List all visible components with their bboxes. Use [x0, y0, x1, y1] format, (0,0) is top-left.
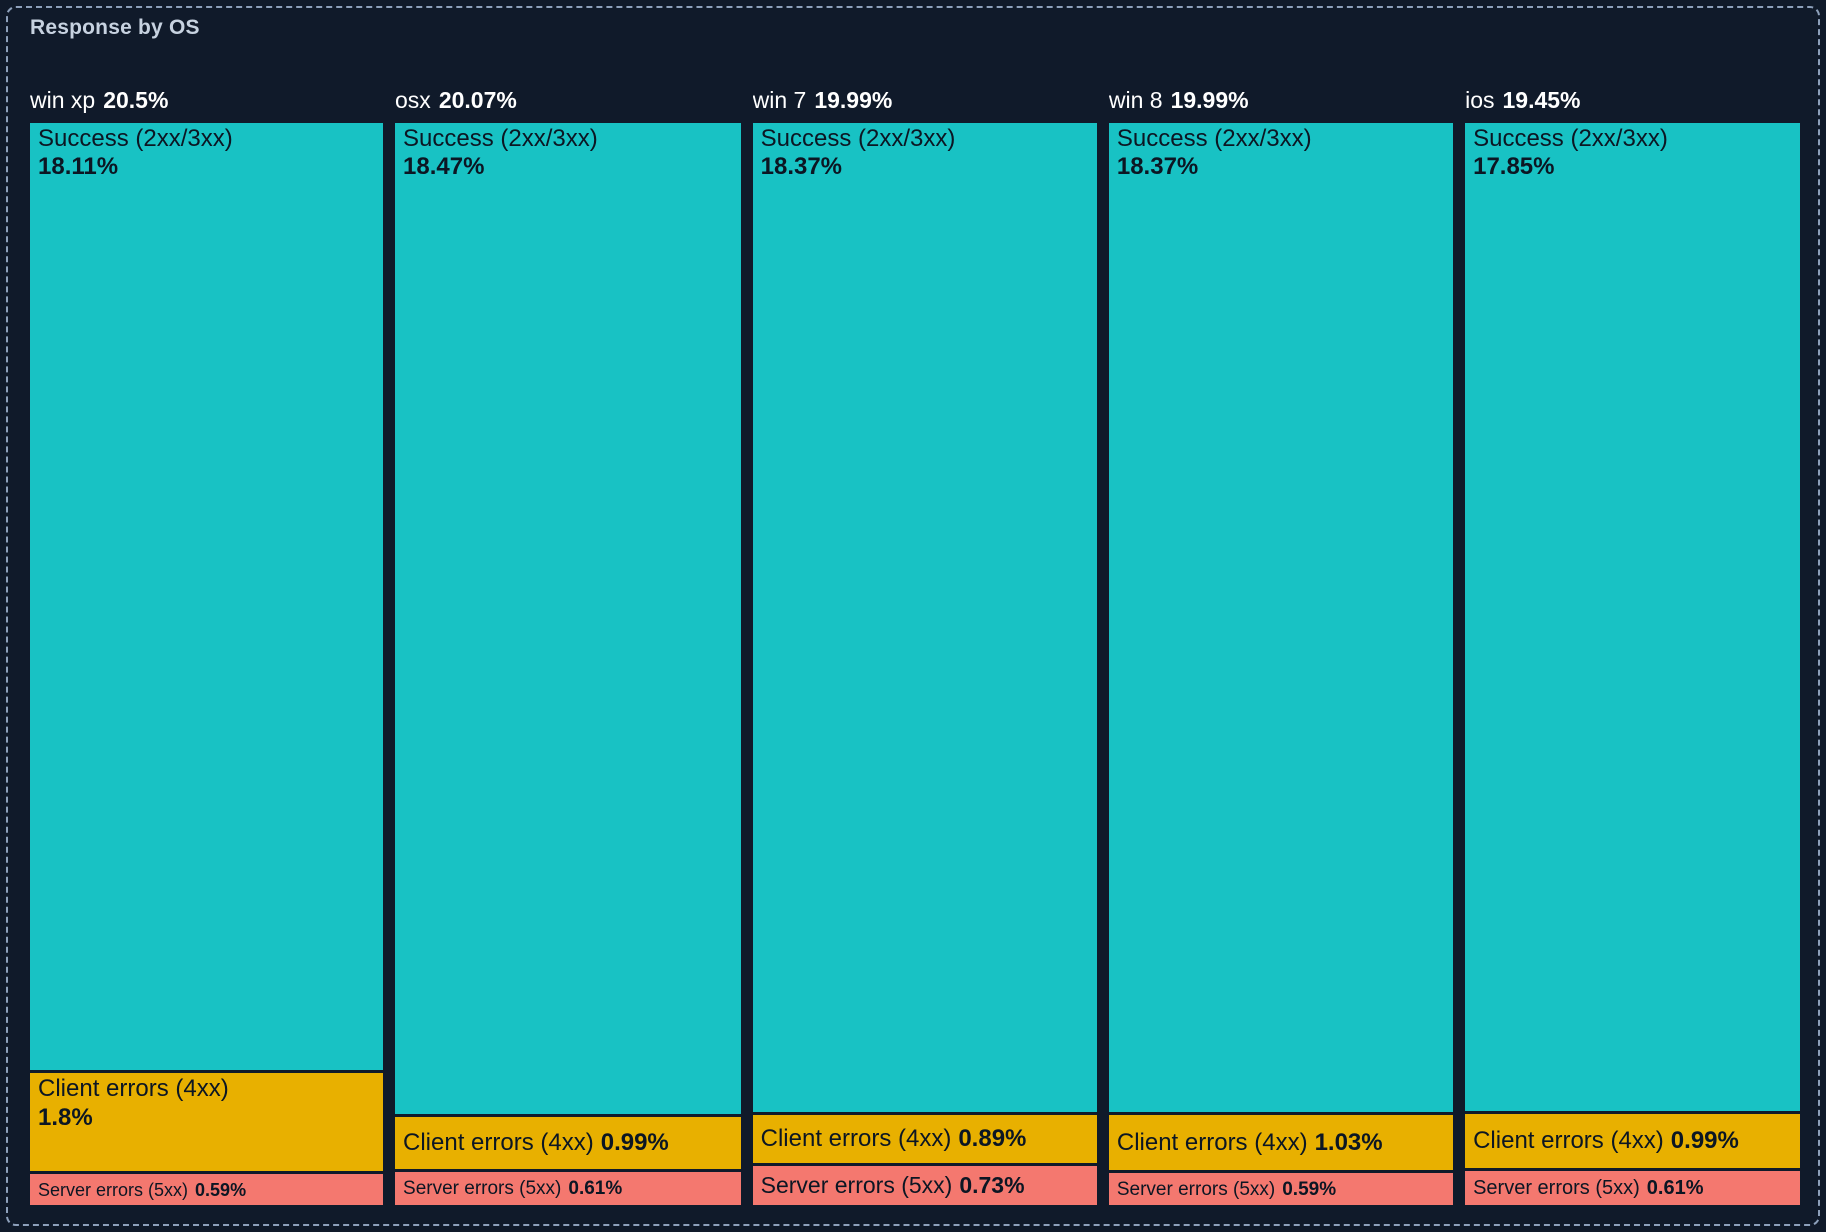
segment-success-osx[interactable]: Success (2xx/3xx) 18.47% [395, 123, 741, 1114]
column-blocks-win-8: Success (2xx/3xx) 18.37% Client errors (4x… [1108, 123, 1454, 1205]
segment-label: Client errors (4xx) [403, 1128, 594, 1156]
segment-success-win-7[interactable]: Success (2xx/3xx) 18.37% [752, 123, 1097, 1113]
segment-label: Success (2xx/3xx) [403, 125, 598, 152]
column-blocks-win-xp: Success (2xx/3xx) 18.11% Client errors (4x… [30, 123, 384, 1205]
segment-success-ios[interactable]: Success (2xx/3xx) 17.85% [1465, 123, 1801, 1111]
column-label: win xp [30, 87, 96, 113]
treemap-column-win-xp: win xp 20.5% Success (2xx/3xx) 18.11% Client… [30, 65, 384, 1205]
segment-server-errors-win-xp[interactable]: Server errors (5xx) 0.59% [30, 1174, 384, 1205]
column-header-win-xp: win xp 20.5% [30, 65, 383, 123]
column-label: osx [395, 87, 431, 113]
segment-value: 0.73% [959, 1171, 1025, 1198]
segment-server-errors-ios[interactable]: Server errors (5xx) 0.61% [1465, 1171, 1801, 1205]
segment-value: 17.85% [1473, 153, 1555, 181]
segment-label: Success (2xx/3xx) [1116, 125, 1312, 152]
column-label: win 7 [752, 87, 807, 113]
column-total-value: 19.99% [814, 87, 893, 113]
segment-label: Server errors (5xx) [1473, 1177, 1640, 1200]
segment-value: 0.61% [1646, 1177, 1704, 1200]
segment-client-errors-win-8[interactable]: Client errors (4xx) 1.03% [1108, 1115, 1454, 1171]
treemap-column-ios: ios 19.45% Success (2xx/3xx) 17.85% Client e… [1465, 65, 1801, 1205]
segment-server-errors-win-8[interactable]: Server errors (5xx) 0.59% [1108, 1173, 1454, 1205]
column-total-value: 20.5% [103, 87, 169, 113]
segment-label: Client errors (4xx) [1473, 1127, 1664, 1155]
segment-value: 0.89% [958, 1124, 1027, 1152]
segment-label: Success (2xx/3xx) [1473, 125, 1668, 152]
segment-client-errors-win-xp[interactable]: Client errors (4xx) 1.8% [30, 1073, 384, 1172]
segment-label: Server errors (5xx) [1116, 1178, 1276, 1200]
segment-server-errors-win-7[interactable]: Server errors (5xx) 0.73% [752, 1165, 1097, 1205]
segment-value: 0.61% [568, 1178, 623, 1200]
segment-label: Success (2xx/3xx) [760, 125, 956, 152]
column-total-value: 19.99% [1170, 87, 1249, 113]
segment-client-errors-win-7[interactable]: Client errors (4xx) 0.89% [752, 1115, 1097, 1163]
column-label: win 8 [1108, 87, 1163, 113]
segment-client-errors-osx[interactable]: Client errors (4xx) 0.99% [395, 1116, 741, 1170]
treemap-column-win-8: win 8 19.99% Success (2xx/3xx) 18.37% Client… [1108, 65, 1454, 1205]
treemap-column-osx: osx 20.07% Success (2xx/3xx) 18.47% Client e… [395, 65, 741, 1205]
column-blocks-osx: Success (2xx/3xx) 18.47% Client errors (4x… [395, 123, 741, 1205]
segment-label: Client errors (4xx) [38, 1075, 229, 1103]
column-header-ios: ios 19.45% [1465, 65, 1800, 123]
segment-value: 1.8% [38, 1103, 93, 1131]
segment-label: Server errors (5xx) [760, 1171, 953, 1198]
segment-value: 18.47% [403, 153, 485, 181]
column-blocks-ios: Success (2xx/3xx) 17.85% Client errors (4x… [1465, 123, 1801, 1205]
column-total-value: 20.07% [438, 87, 517, 113]
segment-value: 18.37% [760, 153, 843, 181]
segment-label: Client errors (4xx) [760, 1124, 952, 1152]
segment-success-win-8[interactable]: Success (2xx/3xx) 18.37% [1108, 123, 1454, 1113]
column-header-win-7: win 7 19.99% [753, 65, 1097, 123]
column-label: ios [1465, 87, 1495, 113]
panel-title: Response by OS [30, 16, 200, 39]
segment-value: 0.99% [1670, 1127, 1739, 1155]
segment-success-win-xp[interactable]: Success (2xx/3xx) 18.11% [30, 123, 384, 1071]
treemap-column-win-7: win 7 19.99% Success (2xx/3xx) 18.37% Client… [752, 65, 1097, 1205]
segment-server-errors-osx[interactable]: Server errors (5xx) 0.61% [395, 1172, 741, 1205]
response-by-os-treemap: win xp 20.5% Success (2xx/3xx) 18.11% Client… [30, 65, 1801, 1205]
segment-value: 0.59% [195, 1179, 247, 1200]
segment-client-errors-ios[interactable]: Client errors (4xx) 0.99% [1465, 1113, 1801, 1169]
segment-value: 18.37% [1116, 153, 1199, 181]
column-header-win-8: win 8 19.99% [1109, 65, 1453, 123]
segment-label: Server errors (5xx) [38, 1179, 189, 1200]
segment-value: 0.59% [1282, 1178, 1337, 1200]
column-header-osx: osx 20.07% [395, 65, 741, 123]
segment-value: 0.99% [600, 1128, 669, 1156]
column-blocks-win-7: Success (2xx/3xx) 18.37% Client errors (4x… [752, 123, 1097, 1205]
segment-value: 18.11% [38, 153, 119, 181]
segment-label: Server errors (5xx) [403, 1178, 562, 1200]
segment-label: Success (2xx/3xx) [38, 125, 233, 152]
segment-value: 1.03% [1314, 1128, 1383, 1156]
segment-label: Client errors (4xx) [1116, 1128, 1308, 1156]
column-total-value: 19.45% [1502, 87, 1581, 113]
